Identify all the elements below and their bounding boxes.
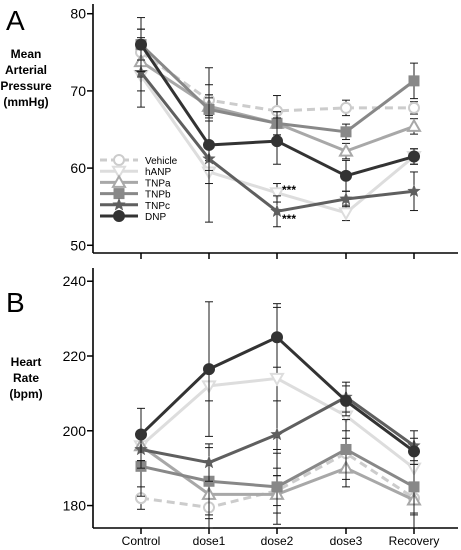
legend-label: TNPc bbox=[145, 201, 170, 212]
data-point-dnp bbox=[135, 428, 147, 441]
data-point-dnp bbox=[135, 38, 147, 51]
panel-b-ytick-label: 180 bbox=[63, 498, 87, 514]
legend-marker bbox=[112, 197, 126, 211]
legend-label: TNPb bbox=[145, 190, 171, 201]
series-line-vehicle bbox=[140, 51, 414, 113]
legend-item-tnpc: TNPc bbox=[100, 197, 170, 212]
data-point-dnp bbox=[408, 445, 420, 458]
data-point-tnpb bbox=[408, 481, 420, 493]
panel-a-ytick-label: 70 bbox=[70, 83, 86, 99]
data-point-dnp bbox=[408, 150, 420, 163]
legend-marker bbox=[113, 188, 125, 200]
legend-marker bbox=[113, 154, 125, 166]
panel-b-plot: 180 200 220 240 Control dose1 dose2 dose3 Recove… bbox=[63, 268, 458, 548]
panel-a-ylabel-line-2: Arterial bbox=[5, 63, 47, 77]
significance-annotation-2: *** bbox=[282, 212, 296, 226]
panel-b-ytick-label: 220 bbox=[63, 348, 87, 364]
data-point-tnpa bbox=[406, 118, 422, 132]
panel-a-ytick-label: 50 bbox=[70, 237, 86, 253]
data-point-tnpb bbox=[271, 481, 283, 493]
data-point-tnpc bbox=[407, 184, 421, 198]
panel-b-ytick-label: 200 bbox=[63, 423, 87, 439]
legend-label: TNPa bbox=[145, 178, 171, 189]
x-tick-label-dose1: dose1 bbox=[193, 534, 226, 548]
panel-b-ylabel-line-2: Rate bbox=[13, 371, 39, 385]
legend-marker bbox=[111, 174, 127, 188]
panel-a-series-dnp bbox=[135, 17, 420, 223]
panel-a-plot: 50 60 70 80 bbox=[70, 4, 458, 259]
data-point-tnpb bbox=[340, 126, 352, 138]
data-point-dnp bbox=[203, 363, 215, 376]
panel-b-series-dnp bbox=[135, 301, 420, 465]
data-point-hanp bbox=[338, 207, 354, 221]
legend-item-hanp: hANP bbox=[100, 165, 171, 180]
data-point-dnp bbox=[340, 169, 352, 182]
data-point-dnp bbox=[271, 331, 283, 344]
panel-a-letter: A bbox=[6, 5, 25, 36]
panel-b-ytick-label: 240 bbox=[63, 273, 87, 289]
data-point-vehicle bbox=[408, 101, 420, 114]
legend-item-tnpb: TNPb bbox=[100, 188, 171, 201]
data-point-tnpb bbox=[340, 443, 352, 455]
panel-b-ylabel-line-3: (bpm) bbox=[9, 387, 42, 401]
data-point-dnp bbox=[271, 135, 283, 148]
x-tick-label-dose3: dose3 bbox=[330, 534, 363, 548]
data-point-tnpc bbox=[202, 455, 216, 469]
panel-b-letter: B bbox=[6, 287, 25, 318]
legend-label: hANP bbox=[145, 167, 171, 178]
legend-marker bbox=[111, 165, 127, 180]
x-tick-label-control: Control bbox=[122, 534, 161, 548]
panel-a-ytick-label: 80 bbox=[70, 6, 86, 22]
significance-annotation-1: *** bbox=[282, 183, 296, 197]
panel-a-ytick-label: 60 bbox=[70, 160, 86, 176]
series-line-vehicle bbox=[140, 451, 415, 509]
legend-item-tnpa: TNPa bbox=[100, 174, 171, 189]
x-tick-label-dose2: dose2 bbox=[261, 534, 294, 548]
legend-marker bbox=[113, 210, 125, 222]
data-point-tnpc bbox=[270, 427, 284, 441]
x-tick-label-recovery: Recovery bbox=[389, 534, 440, 548]
panel-a-ylabel-line-3: Pressure bbox=[0, 79, 52, 93]
data-point-hanp bbox=[269, 187, 285, 201]
data-point-vehicle bbox=[340, 101, 352, 114]
data-point-tnpb bbox=[408, 75, 420, 87]
data-point-dnp bbox=[203, 138, 215, 151]
legend-item-vehicle: Vehicle bbox=[100, 154, 178, 167]
legend-item-dnp: DNP bbox=[100, 210, 166, 223]
data-point-tnpc bbox=[270, 204, 284, 218]
panel-a-ylabel-line-1: Mean bbox=[11, 47, 42, 61]
panel-b-ylabel-line-1: Heart bbox=[11, 355, 42, 369]
legend-label: DNP bbox=[145, 212, 166, 223]
data-point-hanp bbox=[269, 372, 285, 387]
panel-a-ylabel-line-4: (mmHg) bbox=[3, 95, 48, 109]
data-point-tnpc bbox=[339, 191, 353, 205]
data-point-tnpa bbox=[338, 143, 354, 157]
data-point-dnp bbox=[340, 394, 352, 407]
legend-label: Vehicle bbox=[145, 156, 178, 167]
